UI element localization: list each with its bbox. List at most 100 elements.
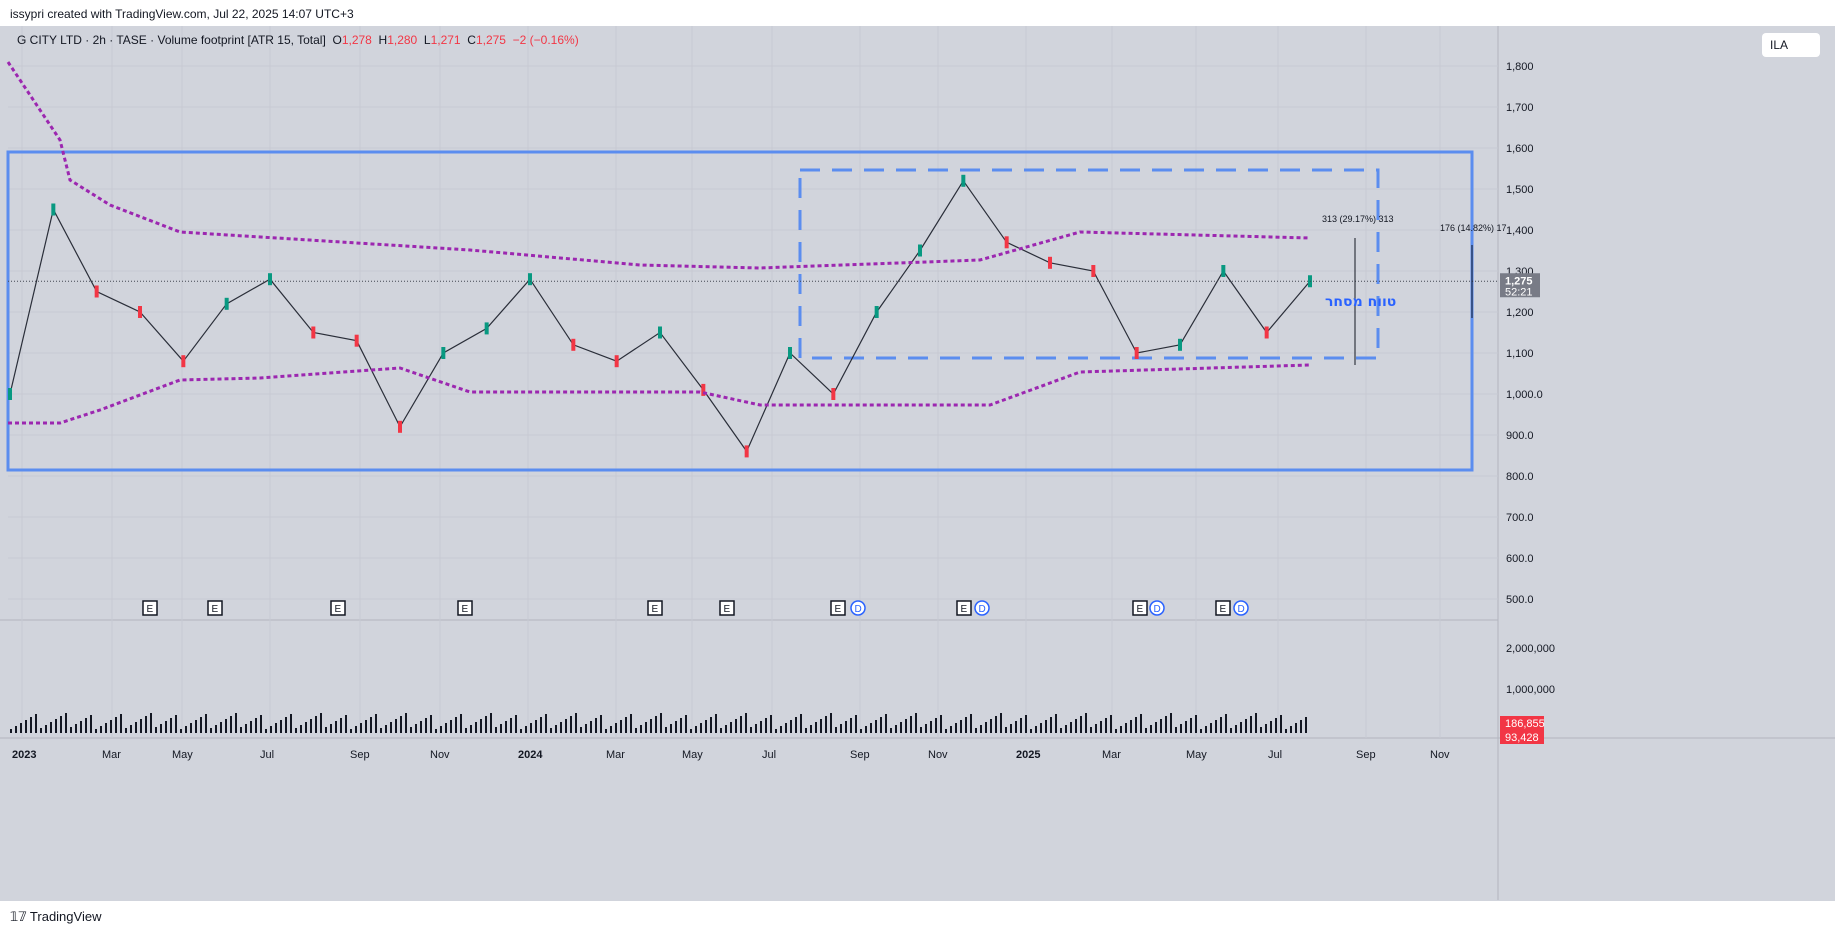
volume-bar [1210,723,1212,733]
earnings-marker [830,600,846,616]
legend-title: G CITY LTD · 2h · TASE · Volume footprin… [17,33,326,47]
volume-bar [430,715,432,733]
tradingview-logo[interactable]: 𝟙𝟟 TradingView [10,909,101,925]
price-candle [51,203,56,216]
volume-bar [745,713,747,733]
price-candle [484,322,489,335]
price-candle [1048,256,1052,269]
volume-bar [455,717,457,733]
volume-bar [395,719,397,733]
price-candle [831,388,836,400]
price-candle [181,355,186,368]
volume-bar [1170,713,1172,733]
price-candle [874,306,879,318]
volume-bar [310,719,312,733]
volume-tick-label: 2,000,000 [1506,643,1555,655]
volume-label-box [1500,730,1544,744]
volume-bar [295,728,297,733]
volume-bar [1010,724,1012,733]
volume-bar [50,722,52,733]
time-tick-label: May [682,749,703,761]
volume-bar [110,720,112,733]
volume-bar [450,720,452,733]
volume-bar [1245,719,1247,733]
volume-bar [610,726,612,733]
volume-bar [1165,716,1167,733]
event-marker-label: E [462,604,469,615]
price-tick-label: 1,100 [1506,348,1534,360]
volume-bar [390,722,392,733]
volume-bar [785,723,787,733]
price-candle [224,297,229,310]
volume-bar [575,713,577,733]
volume-bar [340,718,342,733]
volume-bar [290,714,292,733]
time-tick-label: Jul [762,749,776,761]
volume-bar [1125,723,1127,733]
volume-bar [555,725,557,733]
volume-bar [1050,717,1052,733]
price-candle [1178,338,1182,351]
volume-bar [630,714,632,733]
price-candle [961,174,966,187]
price-candle [1134,347,1139,359]
volume-bar [245,724,247,733]
event-marker-label: E [1137,604,1144,615]
volume-bar [1230,728,1232,733]
volume-bar [1030,729,1032,733]
volume-bar [540,717,542,733]
event-marker-label: E [961,604,968,615]
volume-bar [420,721,422,733]
volume-bar [1285,729,1287,733]
countdown-label: 52:21 [1505,286,1533,298]
volume-bar [1110,715,1112,733]
volume-bar [1120,726,1122,733]
volume-bar [725,725,727,733]
time-tick-label: May [172,749,193,761]
volume-bar [485,716,487,733]
volume-bar [1095,724,1097,733]
volume-bar [780,726,782,733]
volume-bar [285,717,287,733]
volume-bar [875,720,877,733]
event-marker-label: D [855,604,862,615]
volume-bar [1015,721,1017,733]
volume-bar [425,718,427,733]
volume-bar [205,714,207,733]
volume-bar [730,722,732,733]
volume-bar [645,722,647,733]
volume-label: 93,428 [1505,732,1539,744]
volume-bar [550,728,552,733]
price-candle [744,445,749,458]
legend-low: 1,271 [430,33,461,47]
volume-bar [1045,720,1047,733]
volume-bar [1020,718,1022,733]
volume-bar [1060,728,1062,733]
volume-bar [1065,725,1067,733]
volume-bar [715,714,717,733]
volume-bar [35,714,37,733]
currency-button[interactable]: ILA [1762,33,1820,57]
volume-bar [1270,721,1272,733]
legend-c-label: C [467,33,476,47]
volume-bar [20,723,22,733]
upper-band [6,61,1311,270]
volume-bar [935,718,937,733]
attribution-bar: issypri created with TradingView.com, Ju… [0,0,1835,26]
volume-bar [900,722,902,733]
dividend-marker [974,600,990,616]
volume-bar [220,722,222,733]
price-tick-label: 1,500 [1506,184,1534,196]
volume-bar [950,726,952,733]
volume-bar [10,729,12,733]
price-candle [1221,265,1226,277]
volume-bar [1220,717,1222,733]
price-tick-label: 1,800 [1506,61,1534,73]
volume-bar [240,727,242,733]
volume-bar [910,716,912,733]
dividend-marker [850,600,866,616]
volume-bar [330,724,332,733]
volume-bar [720,728,722,733]
volume-bar [750,727,752,733]
